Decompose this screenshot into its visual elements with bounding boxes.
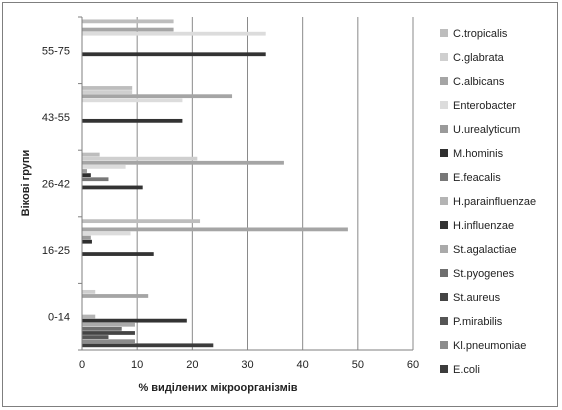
legend-label: E.feacalis xyxy=(453,172,501,184)
bar xyxy=(82,31,266,36)
legend-swatch xyxy=(440,221,448,229)
bar xyxy=(82,52,266,57)
legend-label: P.mirabilis xyxy=(453,316,503,328)
legend-swatch xyxy=(440,293,448,301)
legend-swatch xyxy=(440,173,448,181)
bar xyxy=(82,165,126,169)
gridlines xyxy=(136,17,414,350)
x-tick-label: 30 xyxy=(241,359,253,371)
chart-frame: 0 10 20 30 40 50 60 0-14 16-25 26-42 43-55 55-75 % … xyxy=(2,2,558,407)
legend-label: C.tropicalis xyxy=(453,28,508,40)
legend-label: St.aureus xyxy=(453,292,501,304)
x-tick-label: 60 xyxy=(407,359,419,371)
legend-label: St.pyogenes xyxy=(453,268,515,280)
legend: C.tropicalis C.glabrata C.albicans Enteroba… xyxy=(440,28,536,376)
legend-label: St.agalactiae xyxy=(453,244,517,256)
legend-swatch xyxy=(440,269,448,277)
bar xyxy=(82,294,149,298)
legend-label: Enterobacter xyxy=(453,100,516,112)
legend-label: U.urealyticum xyxy=(453,124,520,136)
bar xyxy=(82,160,284,165)
x-tick-label: 50 xyxy=(352,359,364,371)
bar xyxy=(82,227,348,232)
bar xyxy=(82,169,87,173)
bar xyxy=(82,94,233,99)
y-category-label: 16-25 xyxy=(42,245,70,257)
legend-label: C.glabrata xyxy=(453,52,505,64)
bar xyxy=(82,322,135,327)
bar xyxy=(82,173,91,178)
bar xyxy=(82,335,109,339)
bar xyxy=(82,326,122,331)
legend-swatch xyxy=(440,197,448,205)
x-axis-title: % виділених мікроорганізмів xyxy=(138,382,297,394)
legend-label: Kl.pneumoniae xyxy=(453,340,526,352)
bar xyxy=(82,235,91,240)
bar xyxy=(82,90,133,94)
bars xyxy=(82,19,348,348)
legend-label: C.albicans xyxy=(453,76,505,88)
bar xyxy=(82,252,154,256)
bar xyxy=(82,339,135,344)
y-category-label: 43-55 xyxy=(42,112,70,124)
x-tick-label: 10 xyxy=(131,359,143,371)
y-category-label: 55-75 xyxy=(42,45,70,57)
x-tick-label: 40 xyxy=(297,359,309,371)
bar xyxy=(82,118,183,123)
bar xyxy=(82,318,187,323)
legend-swatch xyxy=(440,149,448,157)
bar xyxy=(82,231,131,236)
bar xyxy=(82,19,174,24)
y-axis-title: Вікові групи xyxy=(20,150,32,217)
bar xyxy=(82,98,183,103)
legend-label: H.parainfluenzae xyxy=(453,196,536,208)
x-tick-label: 20 xyxy=(186,359,198,371)
legend-swatch xyxy=(440,29,448,37)
bar xyxy=(82,219,201,224)
y-category-label: 0-14 xyxy=(48,312,70,324)
legend-swatch xyxy=(440,245,448,253)
bar xyxy=(82,156,198,161)
legend-swatch xyxy=(440,317,448,325)
legend-label: E.coli xyxy=(453,364,480,376)
legend-label: M.hominis xyxy=(453,148,504,160)
chart-svg: 0 10 20 30 40 50 60 0-14 16-25 26-42 43-55 55-75 % … xyxy=(20,16,536,394)
bar xyxy=(82,86,133,90)
bar xyxy=(82,27,174,32)
legend-swatch xyxy=(440,77,448,85)
y-category-label: 26-42 xyxy=(42,179,70,191)
bar xyxy=(82,177,109,182)
legend-swatch xyxy=(440,125,448,133)
bar xyxy=(82,185,143,190)
legend-swatch xyxy=(440,101,448,109)
bar xyxy=(82,331,135,335)
x-tick-label: 0 xyxy=(79,359,85,371)
legend-swatch xyxy=(440,365,448,373)
legend-swatch xyxy=(440,341,448,349)
bar xyxy=(82,314,96,319)
legend-swatch xyxy=(440,53,448,61)
bar xyxy=(82,239,92,244)
bar xyxy=(82,289,96,294)
bar xyxy=(82,343,214,348)
legend-label: H.influenzae xyxy=(453,220,514,232)
bar xyxy=(82,152,100,157)
axes: 0 10 20 30 40 50 60 0-14 16-25 26-42 43-55 55-75 xyxy=(42,16,419,371)
